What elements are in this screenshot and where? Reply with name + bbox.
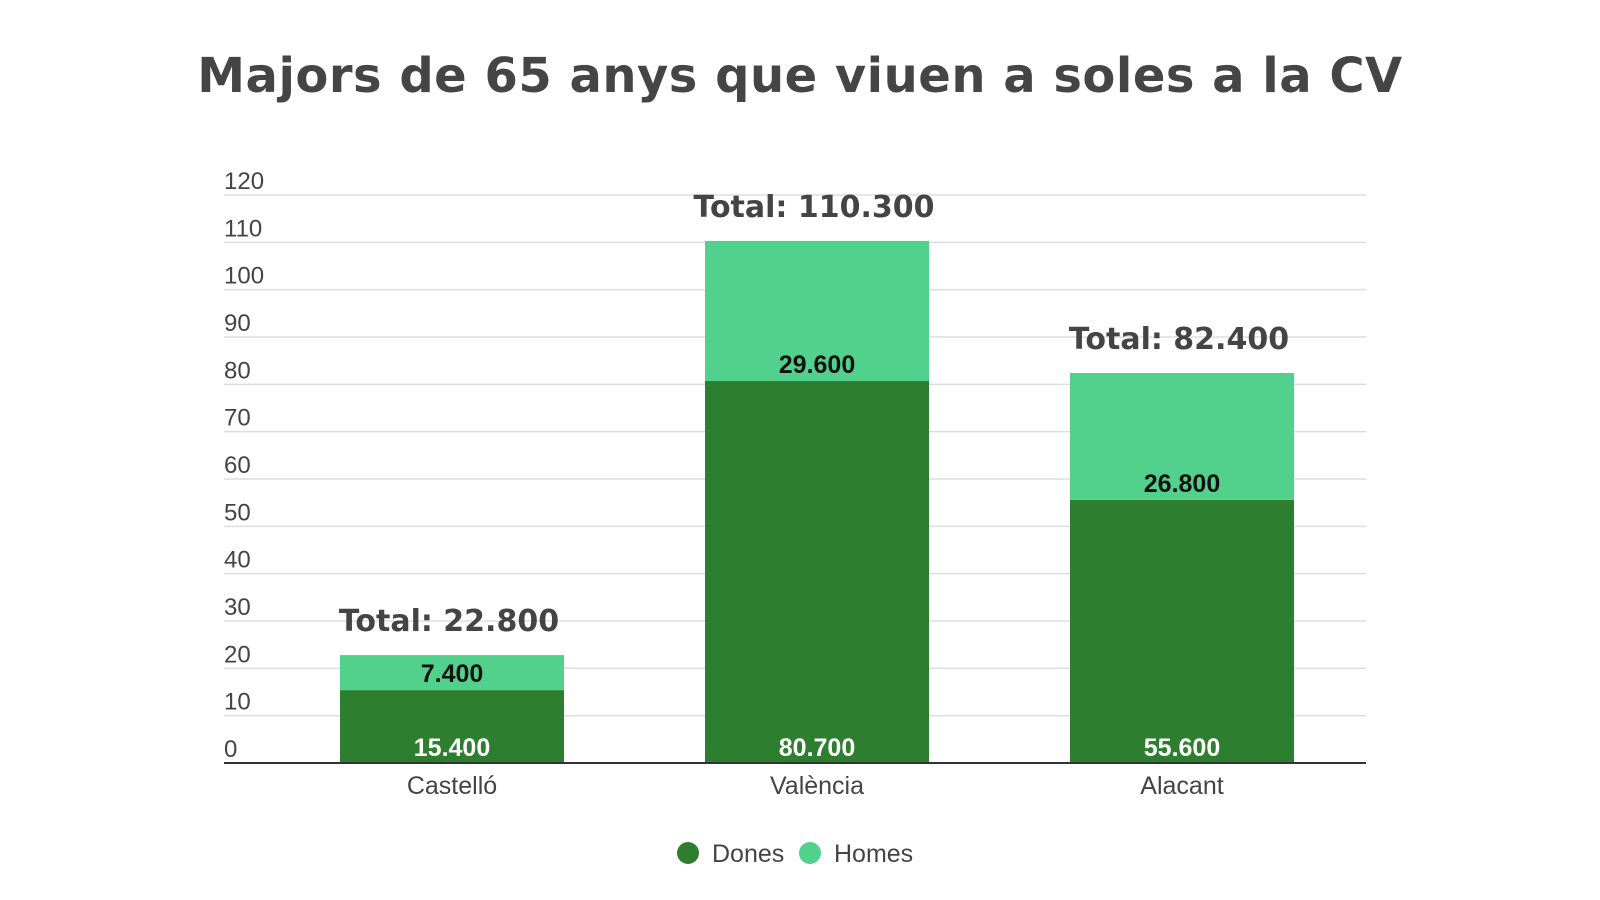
- y-tick-label: 90: [224, 310, 251, 337]
- data-label-homes: 26.800: [1144, 470, 1220, 498]
- x-tick-label: Castelló: [407, 772, 497, 800]
- data-label-dones: 15.400: [414, 734, 490, 762]
- y-tick-label: 50: [224, 499, 251, 526]
- legend: Dones Homes: [677, 840, 913, 868]
- bar-homes-2: [705, 240, 929, 382]
- x-axis-labels: Castelló València Alacant: [407, 772, 1224, 800]
- y-tick-label: 10: [224, 689, 251, 716]
- legend-label-homes: Homes: [834, 840, 913, 868]
- y-tick-label: 20: [224, 641, 251, 668]
- y-tick-label: 30: [224, 594, 251, 621]
- total-label: Total: 82.400: [1069, 322, 1289, 357]
- y-tick-label: 60: [224, 452, 251, 479]
- bar-dones-2: [705, 381, 929, 763]
- total-label: Total: 22.800: [339, 604, 559, 639]
- bar-dones-1: [340, 690, 564, 763]
- legend-swatch-homes: [799, 842, 821, 864]
- bar-homes-3: [1070, 372, 1294, 500]
- y-tick-label: 80: [224, 357, 251, 384]
- bar-homes-1: [340, 655, 564, 691]
- data-label-dones: 80.700: [779, 734, 855, 762]
- y-tick-label: 0: [224, 736, 237, 763]
- bars: 15.400 7.400 Total: 22.800 80.700 29.600 Tota…: [339, 190, 1294, 763]
- bar-dones-3: [1070, 499, 1294, 763]
- x-tick-label: València: [770, 772, 864, 800]
- data-label-homes: 29.600: [779, 351, 855, 379]
- y-tick-label: 40: [224, 547, 251, 574]
- data-label-dones: 55.600: [1144, 734, 1220, 762]
- x-tick-label: Alacant: [1140, 772, 1223, 800]
- legend-swatch-dones: [677, 842, 699, 864]
- y-axis-ticks: 0 10 20 30 40 50 60 70 80 90 100 110 120: [224, 168, 264, 763]
- data-label-homes: 7.400: [421, 660, 484, 688]
- y-tick-label: 110: [224, 215, 262, 242]
- y-tick-label: 70: [224, 405, 251, 432]
- y-tick-label: 100: [224, 263, 264, 290]
- chart-title: Majors de 65 anys que viuen a soles a la…: [197, 48, 1403, 104]
- legend-label-dones: Dones: [712, 840, 784, 868]
- total-label: Total: 110.300: [693, 190, 934, 225]
- y-tick-label: 120: [224, 168, 264, 195]
